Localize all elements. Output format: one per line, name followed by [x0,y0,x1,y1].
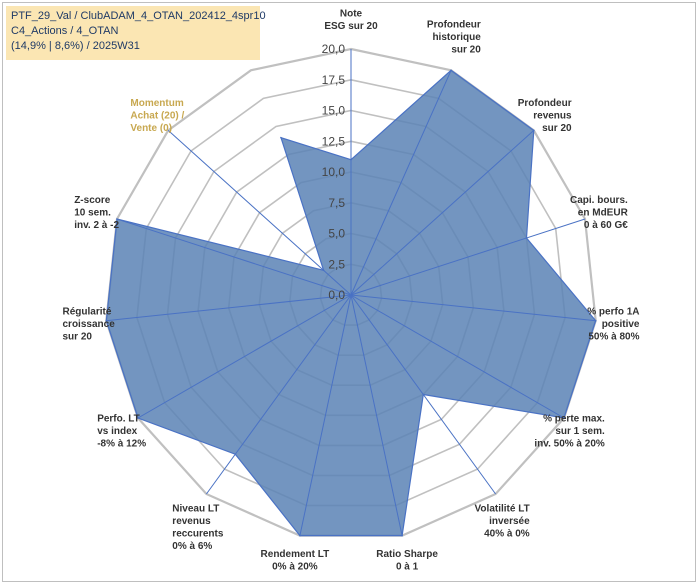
radar-axis-labels: Note ESG sur 20 Profondeur historique sur 20… [63,9,640,573]
axis-spoke [350,294,403,536]
axis-label-line: Vente (0) [130,123,172,134]
axis-label-line: Régularité [63,307,112,318]
axis-label: Note ESG sur 20 [324,9,378,33]
axis-label-line: historique [432,32,481,43]
axis-label: Capi. bours. en MdEUR 0 à 60 G€ [570,195,629,231]
title-line-3: (14,9% | 8,6%) / 2025W31 [11,40,140,52]
axis-label: % perfo 1A positive 50% à 80% [587,307,640,343]
axis-spoke [350,218,586,296]
axis-label-line: Perfo. LT [97,414,140,425]
axis-label-line: Rendement LT [261,549,330,560]
radar-spokes [106,49,596,536]
tick-label: 7,5 [328,196,345,210]
axis-label-line: 0% à 6% [172,541,212,552]
tick-label: 0,0 [328,288,345,302]
axis-label: Profondeur revenus sur 20 [518,98,572,134]
axis-label-line: Ratio Sharpe [376,549,438,560]
axis-label: % perte max. sur 1 sem. inv. 50% à 20% [534,414,605,450]
chart-title-box: PTF_29_Val / ClubADAM_4_OTAN_202412_4spr… [6,6,266,60]
axis-label: Niveau LT revenus reccurents 0% à 6% [172,503,224,552]
axis-label: Régularité croissance sur 20 [63,307,116,343]
axis-label-line: Niveau LT [172,503,219,514]
axis-label-line: en MdEUR [578,208,629,219]
axis-label-line: Z-score [74,195,111,206]
axis-label: Rendement LT 0% à 20% [261,549,330,573]
axis-label-line: Momentum [130,98,183,109]
axis-label-line: Note [340,9,363,20]
axis-label-line: inversée [489,516,530,527]
axis-label-line: 0 à 1 [396,562,419,573]
axis-label: Perfo. LT vs index -8% à 12% [97,414,146,450]
tick-label: 20,0 [322,42,346,56]
axis-label-line: 50% à 80% [588,332,639,343]
series-point [280,136,282,139]
axis-spoke [350,130,535,296]
axis-label: Ratio Sharpe 0 à 1 [376,549,438,573]
axis-spoke [167,130,352,296]
axis-label: Profondeur historique sur 20 [427,19,481,55]
axis-label-line: Profondeur [427,19,481,30]
axis-label-line: Volatilité LT [475,503,530,514]
axis-spoke [116,218,352,296]
axis-label-line: Profondeur [518,98,572,109]
axis-spoke [205,294,352,495]
axis-spoke [350,294,565,419]
axis-label-line: revenus [533,110,572,121]
axis-label-line: vs index [97,426,137,437]
axis-label-line: -8% à 12% [97,439,146,450]
axis-label-line: positive [602,319,640,330]
axis-label-line: ESG sur 20 [324,21,378,32]
axis-label: Z-score 10 sem. inv. 2 à -2 [74,195,119,231]
axis-label: Momentum Achat (20) / Vente (0) [130,98,184,134]
axis-label-line: % perte max. [543,414,605,425]
tick-label: 15,0 [322,104,346,118]
axis-spoke [299,294,352,536]
axis-label-line: sur 20 [63,332,93,343]
axis-spoke [137,294,352,419]
axis-label-line: sur 20 [542,123,572,134]
axis-label-line: inv. 2 à -2 [74,220,119,231]
title-line-2: C4_Actions / 4_OTAN [11,25,119,37]
axis-label-line: 40% à 0% [484,528,530,539]
axis-label-line: Capi. bours. [570,195,628,206]
axis-label-line: sur 1 sem. [555,426,605,437]
tick-label: 17,5 [322,73,346,87]
tick-label: 10,0 [322,165,346,179]
axis-label-line: inv. 50% à 20% [534,439,605,450]
tick-label: 2,5 [328,257,345,271]
axis-label-line: sur 20 [451,44,481,55]
axis-spoke [350,294,497,495]
axis-label-line: reccurents [172,528,224,539]
axis-spoke [106,294,352,322]
axis-label-line: 10 sem. [74,208,111,219]
series-area [105,69,597,537]
axis-label-line: revenus [172,516,211,527]
axis-label-line: 0 à 60 G€ [584,220,628,231]
tick-label: 5,0 [328,227,345,241]
radar-tick-labels: 0,0 2,5 5,0 7,5 10,0 12,5 15,0 17,5 20,0 [322,42,346,302]
tick-label: 12,5 [322,134,346,148]
axis-label: Volatilité LT inversée 40% à 0% [475,503,531,539]
axis-spoke [350,294,596,322]
axis-label-line: 0% à 20% [272,562,318,573]
axis-label-line: Achat (20) / [130,110,184,121]
axis-label-line: % perfo 1A [587,307,639,318]
title-line-1: PTF_29_Val / ClubADAM_4_OTAN_202412_4spr… [11,10,266,22]
axis-label-line: croissance [63,319,116,330]
axis-spoke [350,70,452,296]
